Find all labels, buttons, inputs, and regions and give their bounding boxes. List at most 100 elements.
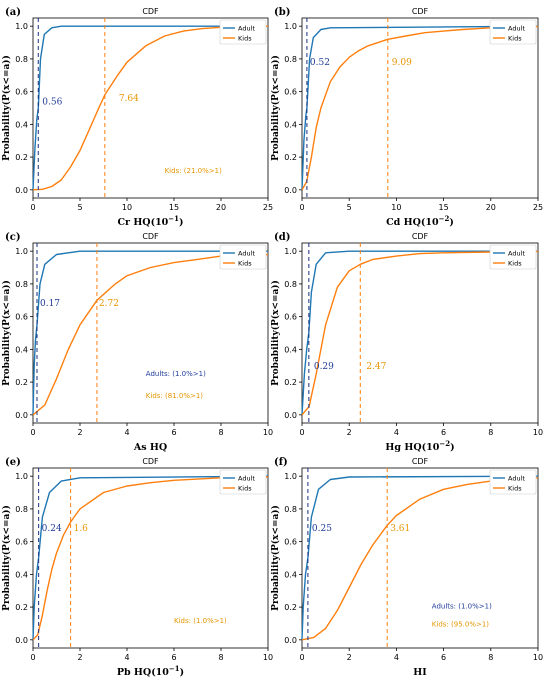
panel-label: (c)	[5, 232, 21, 243]
y-tick-label: 0.6	[284, 88, 297, 97]
legend-label: Adult	[238, 25, 255, 33]
series-line-kids	[32, 25, 269, 191]
legend-label: Kids	[508, 260, 522, 268]
legend: Adult Kids	[489, 469, 537, 495]
y-tick-label: 0.0	[15, 411, 28, 420]
chart-panel-1: CDF (a) 0 5 10 15 20 25 0.0 0.2 0.4 0.6 0.8 1.0 Cr HQ(…	[1, 7, 273, 228]
y-tick-label: 0.2	[15, 603, 28, 612]
y-tick-label: 0.4	[15, 120, 28, 129]
series-line-kids	[301, 25, 539, 191]
x-axis-label-exponent: −1	[168, 214, 179, 223]
y-tick-label: 1.0	[284, 247, 297, 256]
x-axis-label-main: Hg HQ(10	[385, 442, 439, 453]
y-tick-label: 1.0	[284, 22, 297, 31]
chart-title: CDF	[142, 457, 159, 466]
y-tick-label: 0.6	[284, 538, 297, 547]
x-tick-label: 15	[439, 203, 449, 212]
x-tick-label: 6	[441, 428, 446, 437]
x-axis-label-tail: )	[449, 217, 454, 228]
y-tick-label: 1.0	[15, 22, 28, 31]
x-tick-label: 0	[30, 428, 35, 437]
x-tick-label: 15	[169, 203, 179, 212]
vline-value-label: 0.56	[42, 97, 62, 107]
legend-label: Kids	[238, 485, 252, 493]
y-tick-label: 0.8	[284, 505, 297, 514]
y-tick-label: 1.0	[15, 247, 28, 256]
vline-value-label: 0.29	[314, 362, 334, 372]
x-tick-label: 2	[347, 428, 352, 437]
y-tick-label: 1.0	[15, 472, 28, 481]
annotation-text: Kids: (21.0%>1)	[165, 167, 222, 175]
x-tick-label: 0	[299, 653, 304, 662]
annotation-text: Kids: (81.0%>1)	[146, 392, 203, 400]
x-tick-label: 6	[441, 653, 446, 662]
y-tick-label: 0.6	[15, 538, 28, 547]
x-tick-label: 8	[218, 653, 223, 662]
x-tick-label: 5	[77, 203, 82, 212]
y-axis-label: Probability(P(x<=a))	[270, 505, 281, 611]
series-line-adult	[32, 475, 269, 640]
y-tick-label: 0.4	[15, 570, 28, 579]
x-tick-label: 10	[263, 428, 273, 437]
chart-panel-2: CDF (b) 0 5 10 15 20 25 0.0 0.2 0.4 0.6 0.8 1.0 Cd HQ(…	[270, 7, 543, 228]
series-line-kids	[32, 476, 269, 641]
y-tick-label: 0.4	[284, 570, 297, 579]
chart-title: CDF	[412, 232, 429, 241]
y-tick-label: 0.0	[15, 636, 28, 645]
x-tick-label: 10	[533, 428, 543, 437]
x-tick-label: 2	[347, 653, 352, 662]
series-line-adult	[32, 25, 268, 190]
panel-label: (a)	[5, 7, 21, 18]
legend-label: Kids	[238, 260, 252, 268]
x-tick-label: 10	[533, 653, 543, 662]
x-tick-label: 0	[299, 203, 304, 212]
y-tick-label: 0.2	[284, 153, 297, 162]
legend-label: Adult	[508, 250, 525, 258]
x-axis-label: Pb HQ(10−1)	[117, 664, 184, 678]
legend-label: Kids	[508, 35, 522, 43]
x-tick-label: 4	[394, 653, 399, 662]
x-tick-label: 0	[30, 203, 35, 212]
x-tick-label: 5	[347, 203, 352, 212]
chart-title: CDF	[412, 457, 429, 466]
x-tick-label: 25	[263, 203, 273, 212]
panel-label: (b)	[274, 7, 290, 18]
vline-value-label: 0.25	[312, 524, 332, 534]
y-tick-label: 0.0	[284, 636, 297, 645]
chart-panel-5: CDF (e) 0 2 4 6 8 10 0.0 0.2 0.4 0.6 0.8 1.0 Pb HQ(10−…	[1, 457, 273, 678]
y-tick-label: 0.8	[15, 280, 28, 289]
x-tick-label: 10	[391, 203, 401, 212]
legend: Adult Kids	[219, 469, 267, 495]
y-tick-label: 0.8	[15, 505, 28, 514]
y-tick-label: 0.0	[284, 186, 297, 195]
series-line-adult	[301, 250, 538, 415]
vline-value-label: 0.52	[310, 58, 330, 68]
y-tick-label: 0.2	[15, 153, 28, 162]
x-axis-label-main: Cr HQ(10	[117, 217, 168, 228]
legend: Adult Kids	[489, 244, 537, 270]
plot-frame	[32, 17, 269, 199]
x-axis-label: Hg HQ(10−2)	[385, 439, 454, 453]
plot-frame	[32, 242, 269, 424]
legend: Adult Kids	[489, 19, 537, 45]
y-axis-label: Probability(P(x<=a))	[1, 280, 12, 386]
y-tick-label: 1.0	[284, 472, 297, 481]
x-tick-label: 20	[216, 203, 226, 212]
series-line-kids	[32, 253, 269, 416]
x-tick-label: 2	[77, 653, 82, 662]
x-axis-label-main: HI	[413, 667, 427, 678]
series-line-adult	[301, 25, 539, 190]
x-tick-label: 0	[299, 428, 304, 437]
x-axis-label-exponent: −1	[169, 664, 180, 673]
vline-value-label: 2.72	[99, 299, 119, 309]
y-tick-label: 0.8	[284, 55, 297, 64]
y-axis-label: Probability(P(x<=a))	[1, 505, 12, 611]
x-axis-label: As HQ	[133, 442, 167, 453]
vline-value-label: 0.17	[40, 299, 60, 309]
x-tick-label: 4	[124, 653, 129, 662]
legend-label: Kids	[238, 35, 252, 43]
x-tick-label: 20	[486, 203, 496, 212]
annotation-text: Kids: (1.0%>1)	[174, 617, 227, 625]
legend: Adult Kids	[219, 19, 267, 45]
